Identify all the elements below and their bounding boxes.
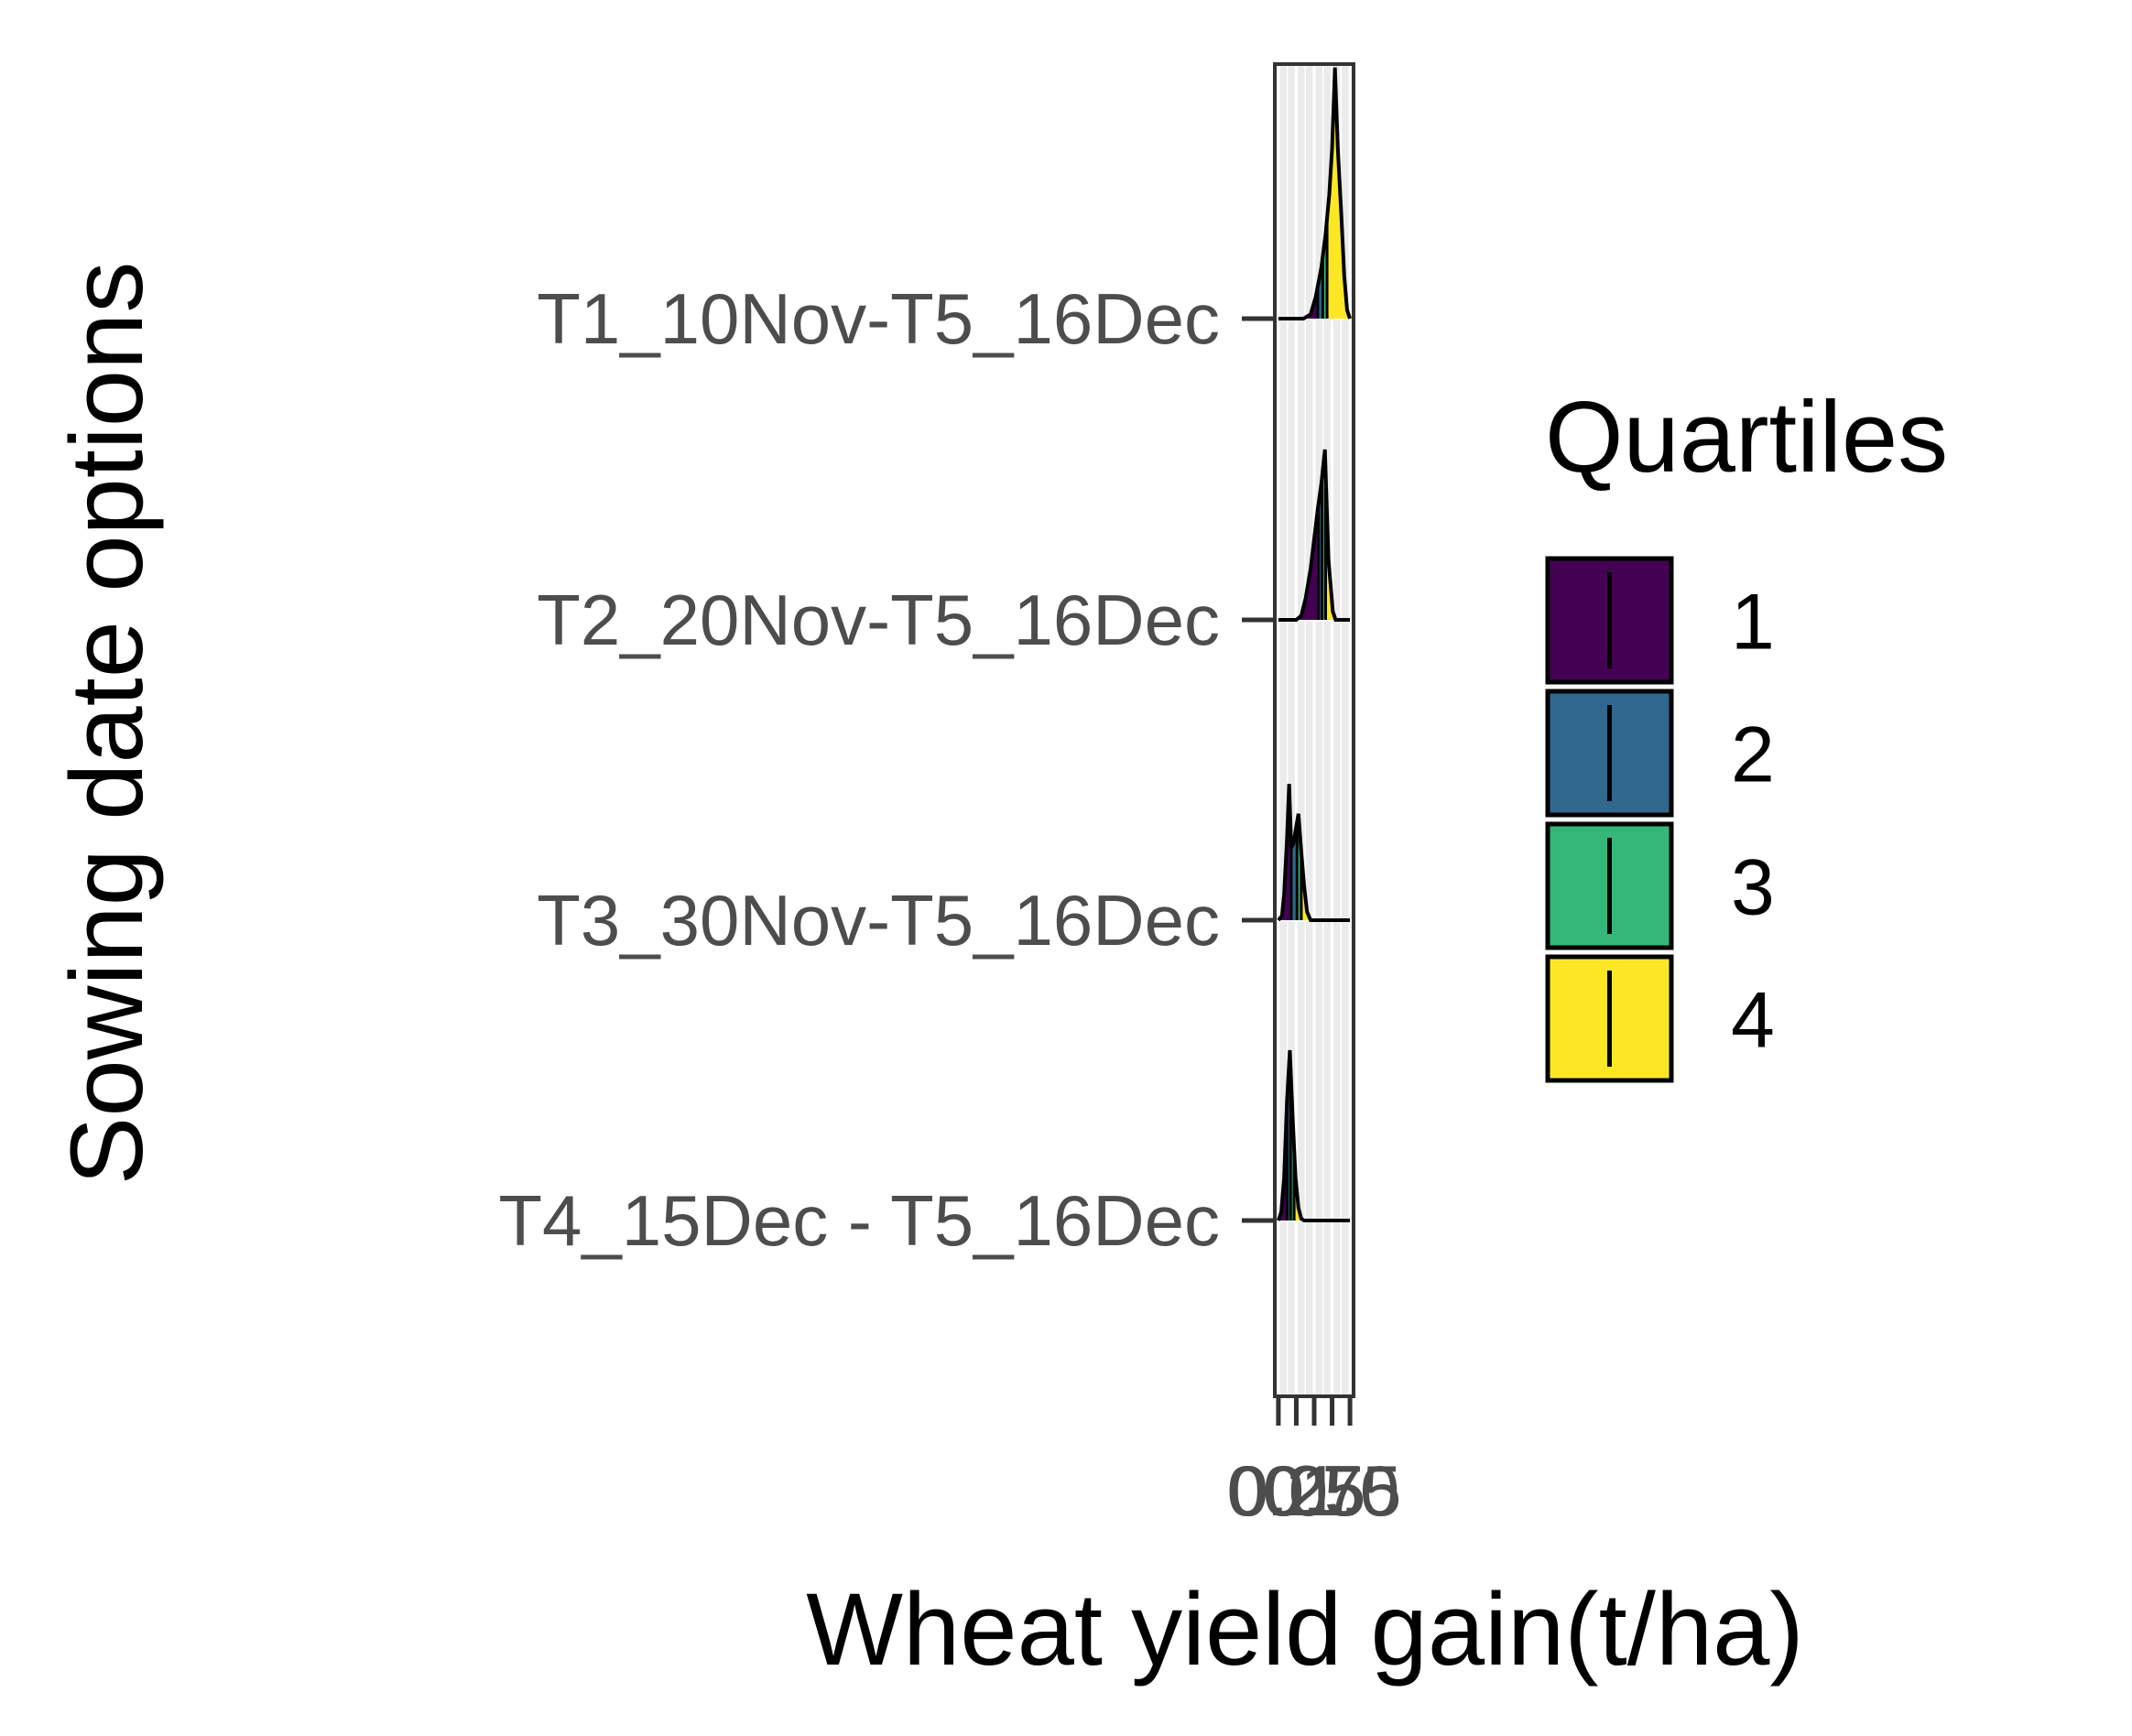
legend-title: Quartiles [1545, 381, 1948, 494]
ridge-3 [1278, 449, 1351, 622]
ridge-outline [1277, 784, 1351, 922]
x-axis-title: Wheat yield gain(t/ha) [806, 1572, 1803, 1687]
x-tick-label: 0.75 [1263, 1450, 1402, 1531]
legend-label: 3 [1731, 844, 1775, 932]
y-axis: T4_15Dec - T5_16Dec T3_30Nov-T5_16Dec T2_2… [498, 278, 1275, 1261]
ridge-quartile-4-fill [1325, 472, 1351, 620]
y-tick-label: T3_30Nov-T5_16Dec [537, 880, 1220, 960]
legend-item-2: 2 [1545, 689, 1775, 818]
ridge-2 [1277, 784, 1351, 922]
legend-item-3: 3 [1545, 821, 1775, 950]
ridge-quartile-1-fill [1278, 286, 1318, 319]
legend-item-4: 4 [1545, 954, 1775, 1083]
y-tick-label: T4_15Dec - T5_16Dec [498, 1180, 1220, 1261]
ridge-4 [1278, 67, 1352, 320]
ridges-layer [1277, 67, 1352, 1222]
legend-label: 2 [1731, 711, 1775, 799]
y-tick-label: T2_20Nov-T5_16Dec [537, 580, 1220, 660]
x-tick-label: 1.0 [1300, 1450, 1399, 1531]
x-tick-label: 0.5 [1265, 1450, 1364, 1531]
legend-label: 1 [1731, 579, 1775, 667]
y-tick-label: T1_10Nov-T5_16Dec [537, 278, 1220, 359]
panel-border [1273, 62, 1355, 1398]
x-axis: 0.00.250.50.751.0 [1227, 1396, 1402, 1531]
x-tick-label: 0.25 [1227, 1450, 1366, 1531]
legend-item-1: 1 [1545, 556, 1775, 685]
ridge-outline [1277, 1049, 1351, 1222]
ridge-outline [1278, 67, 1352, 320]
legend-label: 4 [1731, 977, 1775, 1065]
legend: Quartiles 1 2 3 4 [1545, 381, 1948, 1083]
y-axis-title: Sowing date options [49, 262, 164, 1186]
ridge-1 [1277, 1049, 1351, 1222]
x-tick-label: 0.0 [1229, 1450, 1328, 1531]
